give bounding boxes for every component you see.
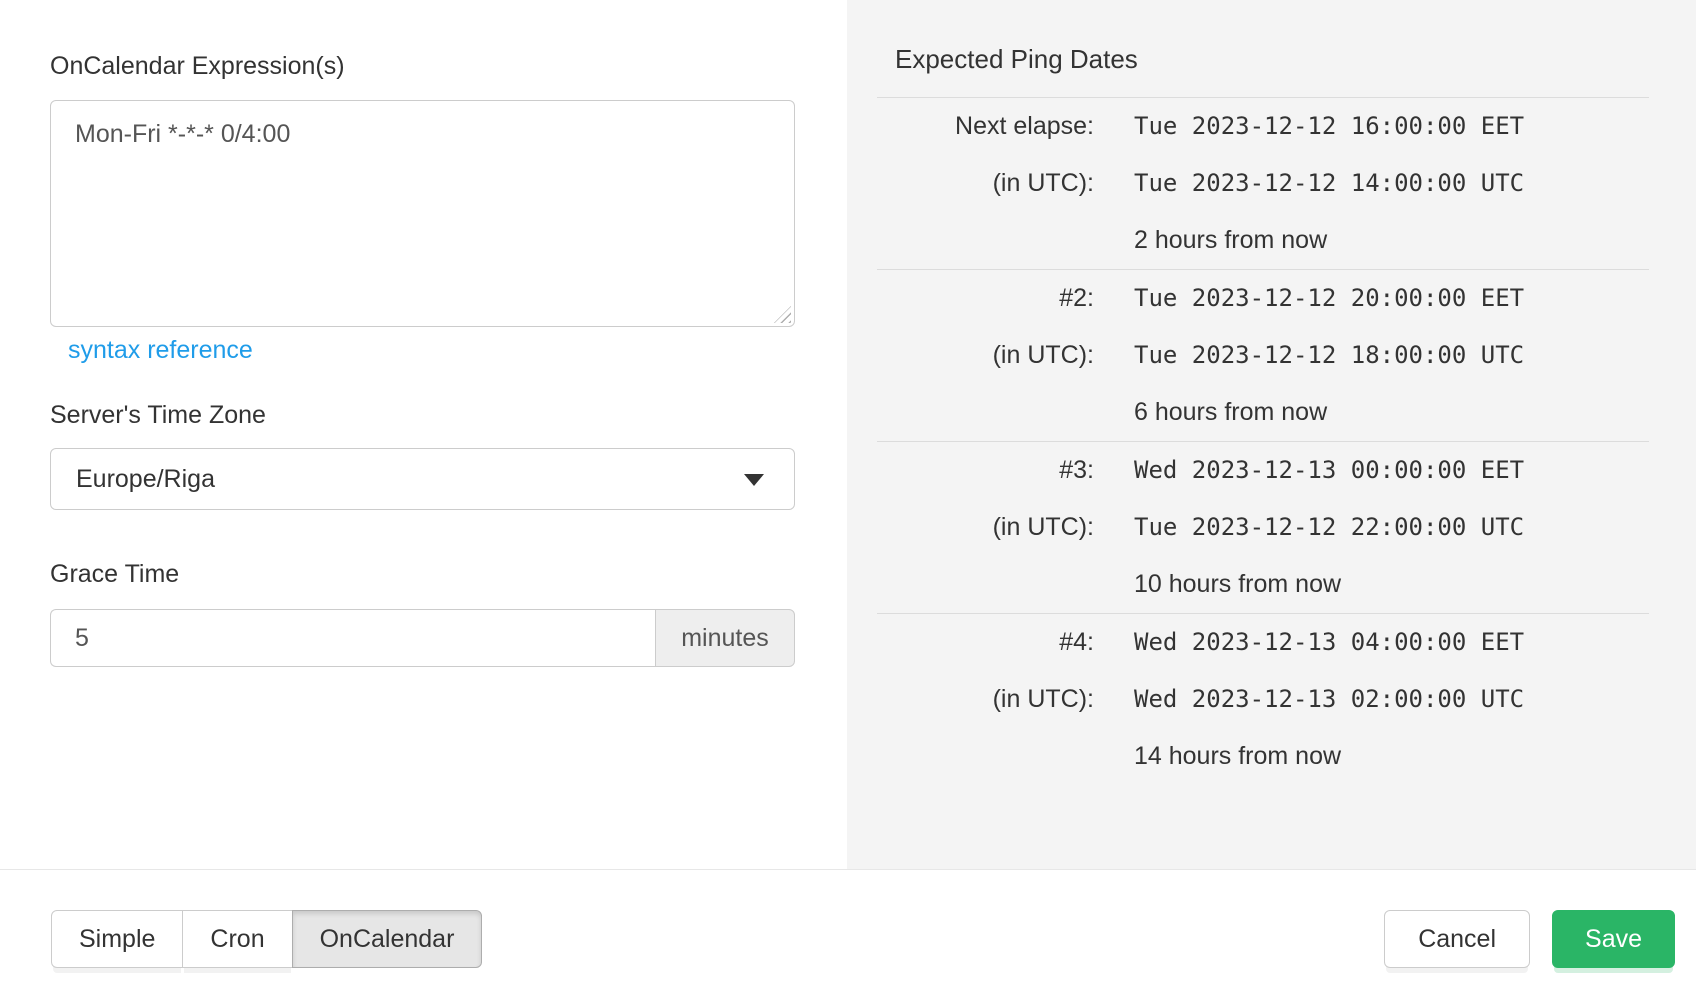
syntax-reference-link[interactable]: syntax reference bbox=[68, 336, 253, 364]
table-row: 6 hours from now bbox=[877, 384, 1649, 442]
table-row: #2: Tue 2023-12-12 20:00:00 EET bbox=[877, 270, 1649, 328]
ping-row-group: #2: Tue 2023-12-12 20:00:00 EET (in UTC)… bbox=[877, 269, 1649, 442]
row-utc-label: (in UTC): bbox=[992, 341, 1094, 369]
table-row: (in UTC): Tue 2023-12-12 18:00:00 UTC bbox=[877, 327, 1649, 384]
table-row: 14 hours from now bbox=[877, 728, 1649, 785]
chevron-down-icon bbox=[744, 474, 764, 486]
expression-textarea-wrap: Mon-Fri *-*-* 0/4:00 bbox=[50, 100, 795, 327]
timezone-selected-value: Europe/Riga bbox=[76, 464, 215, 493]
expression-label: OnCalendar Expression(s) bbox=[50, 52, 345, 80]
oncalendar-expression-input[interactable]: Mon-Fri *-*-* 0/4:00 bbox=[50, 100, 795, 327]
row-label: #3: bbox=[1059, 456, 1094, 484]
schedule-form: OnCalendar Expression(s) Mon-Fri *-*-* 0… bbox=[50, 0, 795, 869]
mode-button-oncalendar[interactable]: OnCalendar bbox=[291, 910, 483, 968]
row-eet-date: Tue 2023-12-12 16:00:00 EET bbox=[1134, 112, 1525, 140]
row-utc-date: Wed 2023-12-13 02:00:00 UTC bbox=[1134, 685, 1525, 713]
row-utc-date: Tue 2023-12-12 14:00:00 UTC bbox=[1134, 169, 1525, 197]
table-row: 10 hours from now bbox=[877, 556, 1649, 614]
row-utc-date: Tue 2023-12-12 22:00:00 UTC bbox=[1134, 513, 1525, 541]
ping-dates-table: Next elapse: Tue 2023-12-12 16:00:00 EET… bbox=[877, 97, 1649, 785]
row-utc-label: (in UTC): bbox=[992, 513, 1094, 541]
grace-time-input[interactable] bbox=[50, 609, 655, 667]
ping-row-group: Next elapse: Tue 2023-12-12 16:00:00 EET… bbox=[877, 97, 1649, 270]
table-row: #4: Wed 2023-12-13 04:00:00 EET bbox=[877, 614, 1649, 672]
row-label: #4: bbox=[1059, 628, 1094, 656]
row-eet-date: Wed 2023-12-13 00:00:00 EET bbox=[1134, 456, 1525, 484]
footer-actions: Cancel Save bbox=[1384, 910, 1675, 968]
panel-title: Expected Ping Dates bbox=[895, 44, 1138, 74]
ping-row-group: #4: Wed 2023-12-13 04:00:00 EET (in UTC)… bbox=[877, 613, 1649, 786]
row-relative-time: 14 hours from now bbox=[1134, 742, 1342, 770]
timezone-select[interactable]: Europe/Riga bbox=[50, 448, 795, 510]
ping-row-group: #3: Wed 2023-12-13 00:00:00 EET (in UTC)… bbox=[877, 441, 1649, 614]
table-row: (in UTC): Wed 2023-12-13 02:00:00 UTC bbox=[877, 671, 1649, 728]
row-label: Next elapse: bbox=[955, 112, 1094, 140]
schedule-mode-button-group: Simple Cron OnCalendar bbox=[51, 910, 483, 968]
table-row: #3: Wed 2023-12-13 00:00:00 EET bbox=[877, 442, 1649, 500]
row-utc-date: Tue 2023-12-12 18:00:00 UTC bbox=[1134, 341, 1525, 369]
row-eet-date: Wed 2023-12-13 04:00:00 EET bbox=[1134, 628, 1525, 656]
grace-time-label: Grace Time bbox=[50, 560, 180, 588]
cancel-button[interactable]: Cancel bbox=[1384, 910, 1531, 968]
mode-button-cron[interactable]: Cron bbox=[182, 910, 293, 968]
timezone-label: Server's Time Zone bbox=[50, 401, 266, 429]
row-eet-date: Tue 2023-12-12 20:00:00 EET bbox=[1134, 284, 1525, 312]
grace-time-group: minutes bbox=[50, 609, 795, 667]
dialog-footer: Simple Cron OnCalendar Cancel Save bbox=[0, 869, 1696, 998]
row-relative-time: 6 hours from now bbox=[1134, 398, 1328, 426]
row-relative-time: 2 hours from now bbox=[1134, 226, 1328, 254]
table-row: Next elapse: Tue 2023-12-12 16:00:00 EET bbox=[877, 98, 1649, 156]
row-label: #2: bbox=[1059, 284, 1094, 312]
table-row: (in UTC): Tue 2023-12-12 22:00:00 UTC bbox=[877, 499, 1649, 556]
row-utc-label: (in UTC): bbox=[992, 685, 1094, 713]
row-relative-time: 10 hours from now bbox=[1134, 570, 1342, 598]
row-utc-label: (in UTC): bbox=[992, 169, 1094, 197]
expected-ping-dates-panel: Expected Ping Dates Next elapse: Tue 202… bbox=[847, 0, 1696, 869]
grace-time-unit: minutes bbox=[655, 609, 795, 667]
table-row: (in UTC): Tue 2023-12-12 14:00:00 UTC bbox=[877, 155, 1649, 212]
save-button[interactable]: Save bbox=[1552, 910, 1675, 968]
table-row: 2 hours from now bbox=[877, 212, 1649, 270]
mode-button-simple[interactable]: Simple bbox=[51, 910, 184, 968]
